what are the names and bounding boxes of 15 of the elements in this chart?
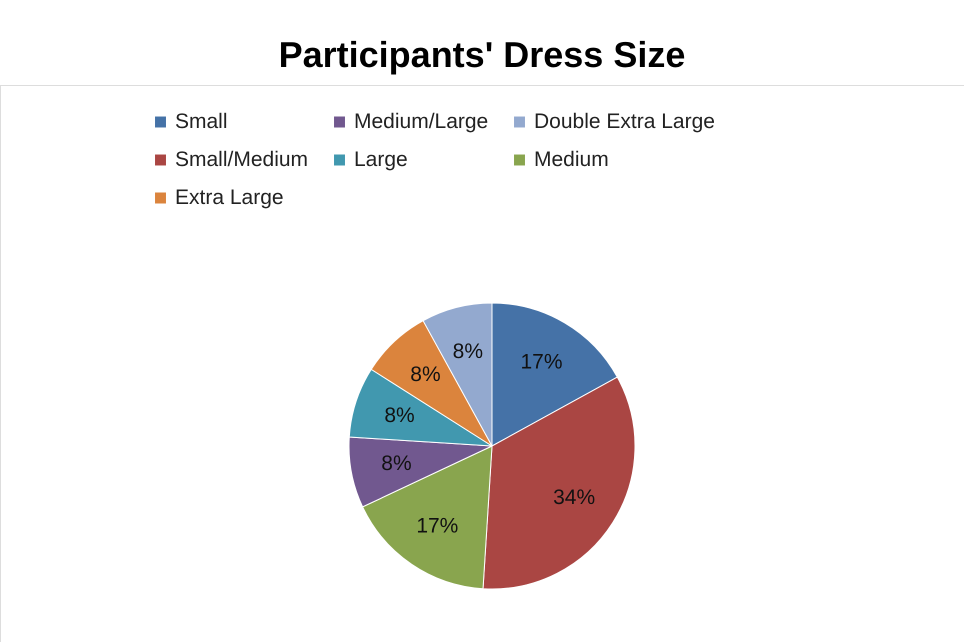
data-label: 8%: [410, 363, 441, 386]
legend-label: Small/Medium: [175, 148, 308, 171]
legend-label: Large: [354, 148, 408, 171]
data-label: 8%: [384, 404, 415, 427]
legend-label: Double Extra Large: [534, 110, 715, 133]
data-label: 17%: [520, 350, 563, 374]
data-label: 8%: [452, 340, 483, 363]
chart-title: Participants' Dress Size: [278, 34, 686, 75]
legend-label: Medium/Large: [354, 110, 488, 133]
legend-label: Medium: [534, 148, 609, 171]
legend-label: Extra Large: [175, 186, 284, 209]
data-label: 17%: [416, 514, 458, 538]
legend-label: Small: [175, 110, 228, 133]
data-label: 34%: [553, 486, 596, 510]
data-label: 8%: [381, 452, 412, 476]
